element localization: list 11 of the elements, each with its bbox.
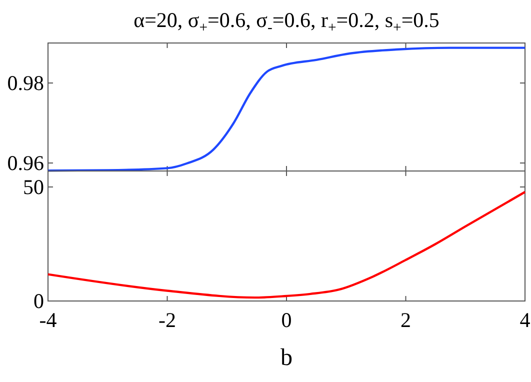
x-tick-label: -2 (158, 308, 176, 332)
chart-title: α=20, σ$_{+}$=0.6, σ$_{-}$=0.6, r$_{+}$=0.2, s$_{+}$=0.5 (134, 8, 440, 36)
y-tick-label: 0.98 (7, 71, 44, 95)
y-tick-label: 50 (23, 174, 44, 199)
y-tick-label: 0.96 (7, 151, 44, 175)
line-series (46, 46, 526, 172)
x-axis-title: b (280, 345, 292, 371)
x-tick-label: 0 (281, 308, 292, 332)
x-tick-label: 4 (520, 308, 531, 332)
x-tick-label: 2 (400, 308, 411, 332)
line-series (46, 190, 526, 299)
